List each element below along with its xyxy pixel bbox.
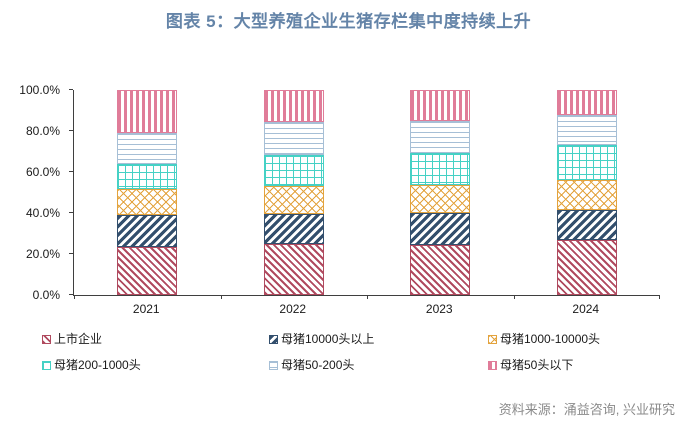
- legend-swatch-icon: [488, 334, 497, 344]
- y-tick-label: 100.0%: [19, 83, 60, 97]
- bar-segment: [117, 189, 178, 216]
- x-axis-label: 2023: [425, 302, 453, 316]
- x-axis-label: 2022: [279, 302, 307, 316]
- stacked-bar-2024: [556, 90, 617, 295]
- x-axis-tick: [659, 295, 660, 299]
- legend-swatch-icon: [269, 334, 278, 344]
- bar-segment: [556, 209, 617, 240]
- source-note: 资料来源：涌益咨询, 兴业研究: [498, 402, 675, 417]
- bar-slot-2024: [514, 90, 661, 295]
- bar-segment: [556, 145, 617, 181]
- y-axis-tick: [69, 89, 73, 90]
- legend-swatch-icon: [488, 360, 497, 370]
- y-axis-tick: [69, 294, 73, 295]
- y-tick-label: 0.0%: [32, 288, 60, 302]
- legend-swatch-icon: [42, 334, 51, 344]
- y-axis-tick: [69, 171, 73, 172]
- x-axis-tick: [74, 295, 75, 299]
- bar-segment: [117, 90, 178, 134]
- legend-label: 母猪1000-10000头: [500, 332, 601, 346]
- legend-label: 母猪200-1000头: [54, 358, 141, 372]
- bar-segment: [410, 90, 471, 121]
- bar-slot-2021: [74, 90, 221, 295]
- x-axis-label: 2024: [572, 302, 600, 316]
- legend-label: 母猪50-200头: [281, 358, 355, 372]
- bar-segment: [410, 120, 471, 153]
- legend-swatch-icon: [42, 360, 51, 370]
- bar-segment: [263, 90, 324, 122]
- x-axis-tick: [513, 295, 515, 299]
- stacked-bar-2023: [410, 90, 471, 295]
- legend-item: 母猪10000头以上: [269, 332, 374, 346]
- bar-segment: [556, 114, 617, 146]
- x-axis-label: 2021: [132, 302, 160, 316]
- plot-area: [69, 89, 661, 299]
- legend-item: 上市企业: [42, 332, 102, 346]
- bar-segment: [556, 180, 617, 210]
- bar-segment: [556, 90, 617, 115]
- bar-slot-2023: [367, 90, 514, 295]
- bar-segment: [410, 185, 471, 214]
- chart-title: 图表 5：大型养殖企业生猪存栏集中度持续上升: [165, 12, 532, 31]
- y-axis-tick: [69, 130, 73, 131]
- bar-segment: [117, 215, 178, 247]
- legend-item: 母猪200-1000头: [42, 358, 141, 372]
- stacked-bar-2022: [263, 90, 324, 295]
- legend: 上市企业 母猪10000头以上 母猪1000-10000头母猪200-1000头 母猪…: [0, 332, 697, 390]
- bar-segment: [263, 214, 324, 244]
- stacked-bar-2021: [117, 90, 178, 295]
- y-axis-tick: [69, 212, 73, 213]
- bar-segment: [263, 154, 324, 187]
- y-tick-label: 20.0%: [25, 247, 60, 261]
- y-tick-label: 80.0%: [25, 124, 60, 138]
- bar-segment: [263, 243, 324, 295]
- x-axis-tick: [367, 295, 368, 299]
- y-tick-label: 40.0%: [25, 206, 60, 220]
- y-axis: 0.0% 20.0% 40.0% 60.0% 80.0% 100.0%: [0, 84, 66, 301]
- bar-slot-2022: [221, 90, 368, 295]
- legend-label: 母猪50头以下: [500, 358, 574, 372]
- x-axis: 2021 2022 2023 2024: [73, 302, 659, 318]
- bar-segment: [410, 152, 471, 186]
- y-axis-tick: [69, 253, 73, 254]
- legend-label: 母猪10000头以上: [281, 332, 375, 346]
- bar-segment: [117, 163, 178, 190]
- legend-label: 上市企业: [54, 332, 103, 346]
- legend-item: 母猪1000-10000头: [488, 332, 600, 346]
- y-tick-label: 60.0%: [25, 165, 60, 179]
- bar-segment: [410, 244, 471, 295]
- bar-segment: [117, 133, 178, 164]
- legend-item: 母猪50-200头: [269, 358, 354, 372]
- bar-segment: [556, 239, 617, 295]
- bar-segment: [117, 246, 178, 295]
- bar-segment: [263, 186, 324, 215]
- x-axis-tick: [220, 295, 222, 299]
- legend-item: 母猪50头以下: [488, 358, 573, 372]
- legend-swatch-icon: [269, 360, 278, 370]
- bar-segment: [410, 213, 471, 245]
- bar-segment: [263, 121, 324, 155]
